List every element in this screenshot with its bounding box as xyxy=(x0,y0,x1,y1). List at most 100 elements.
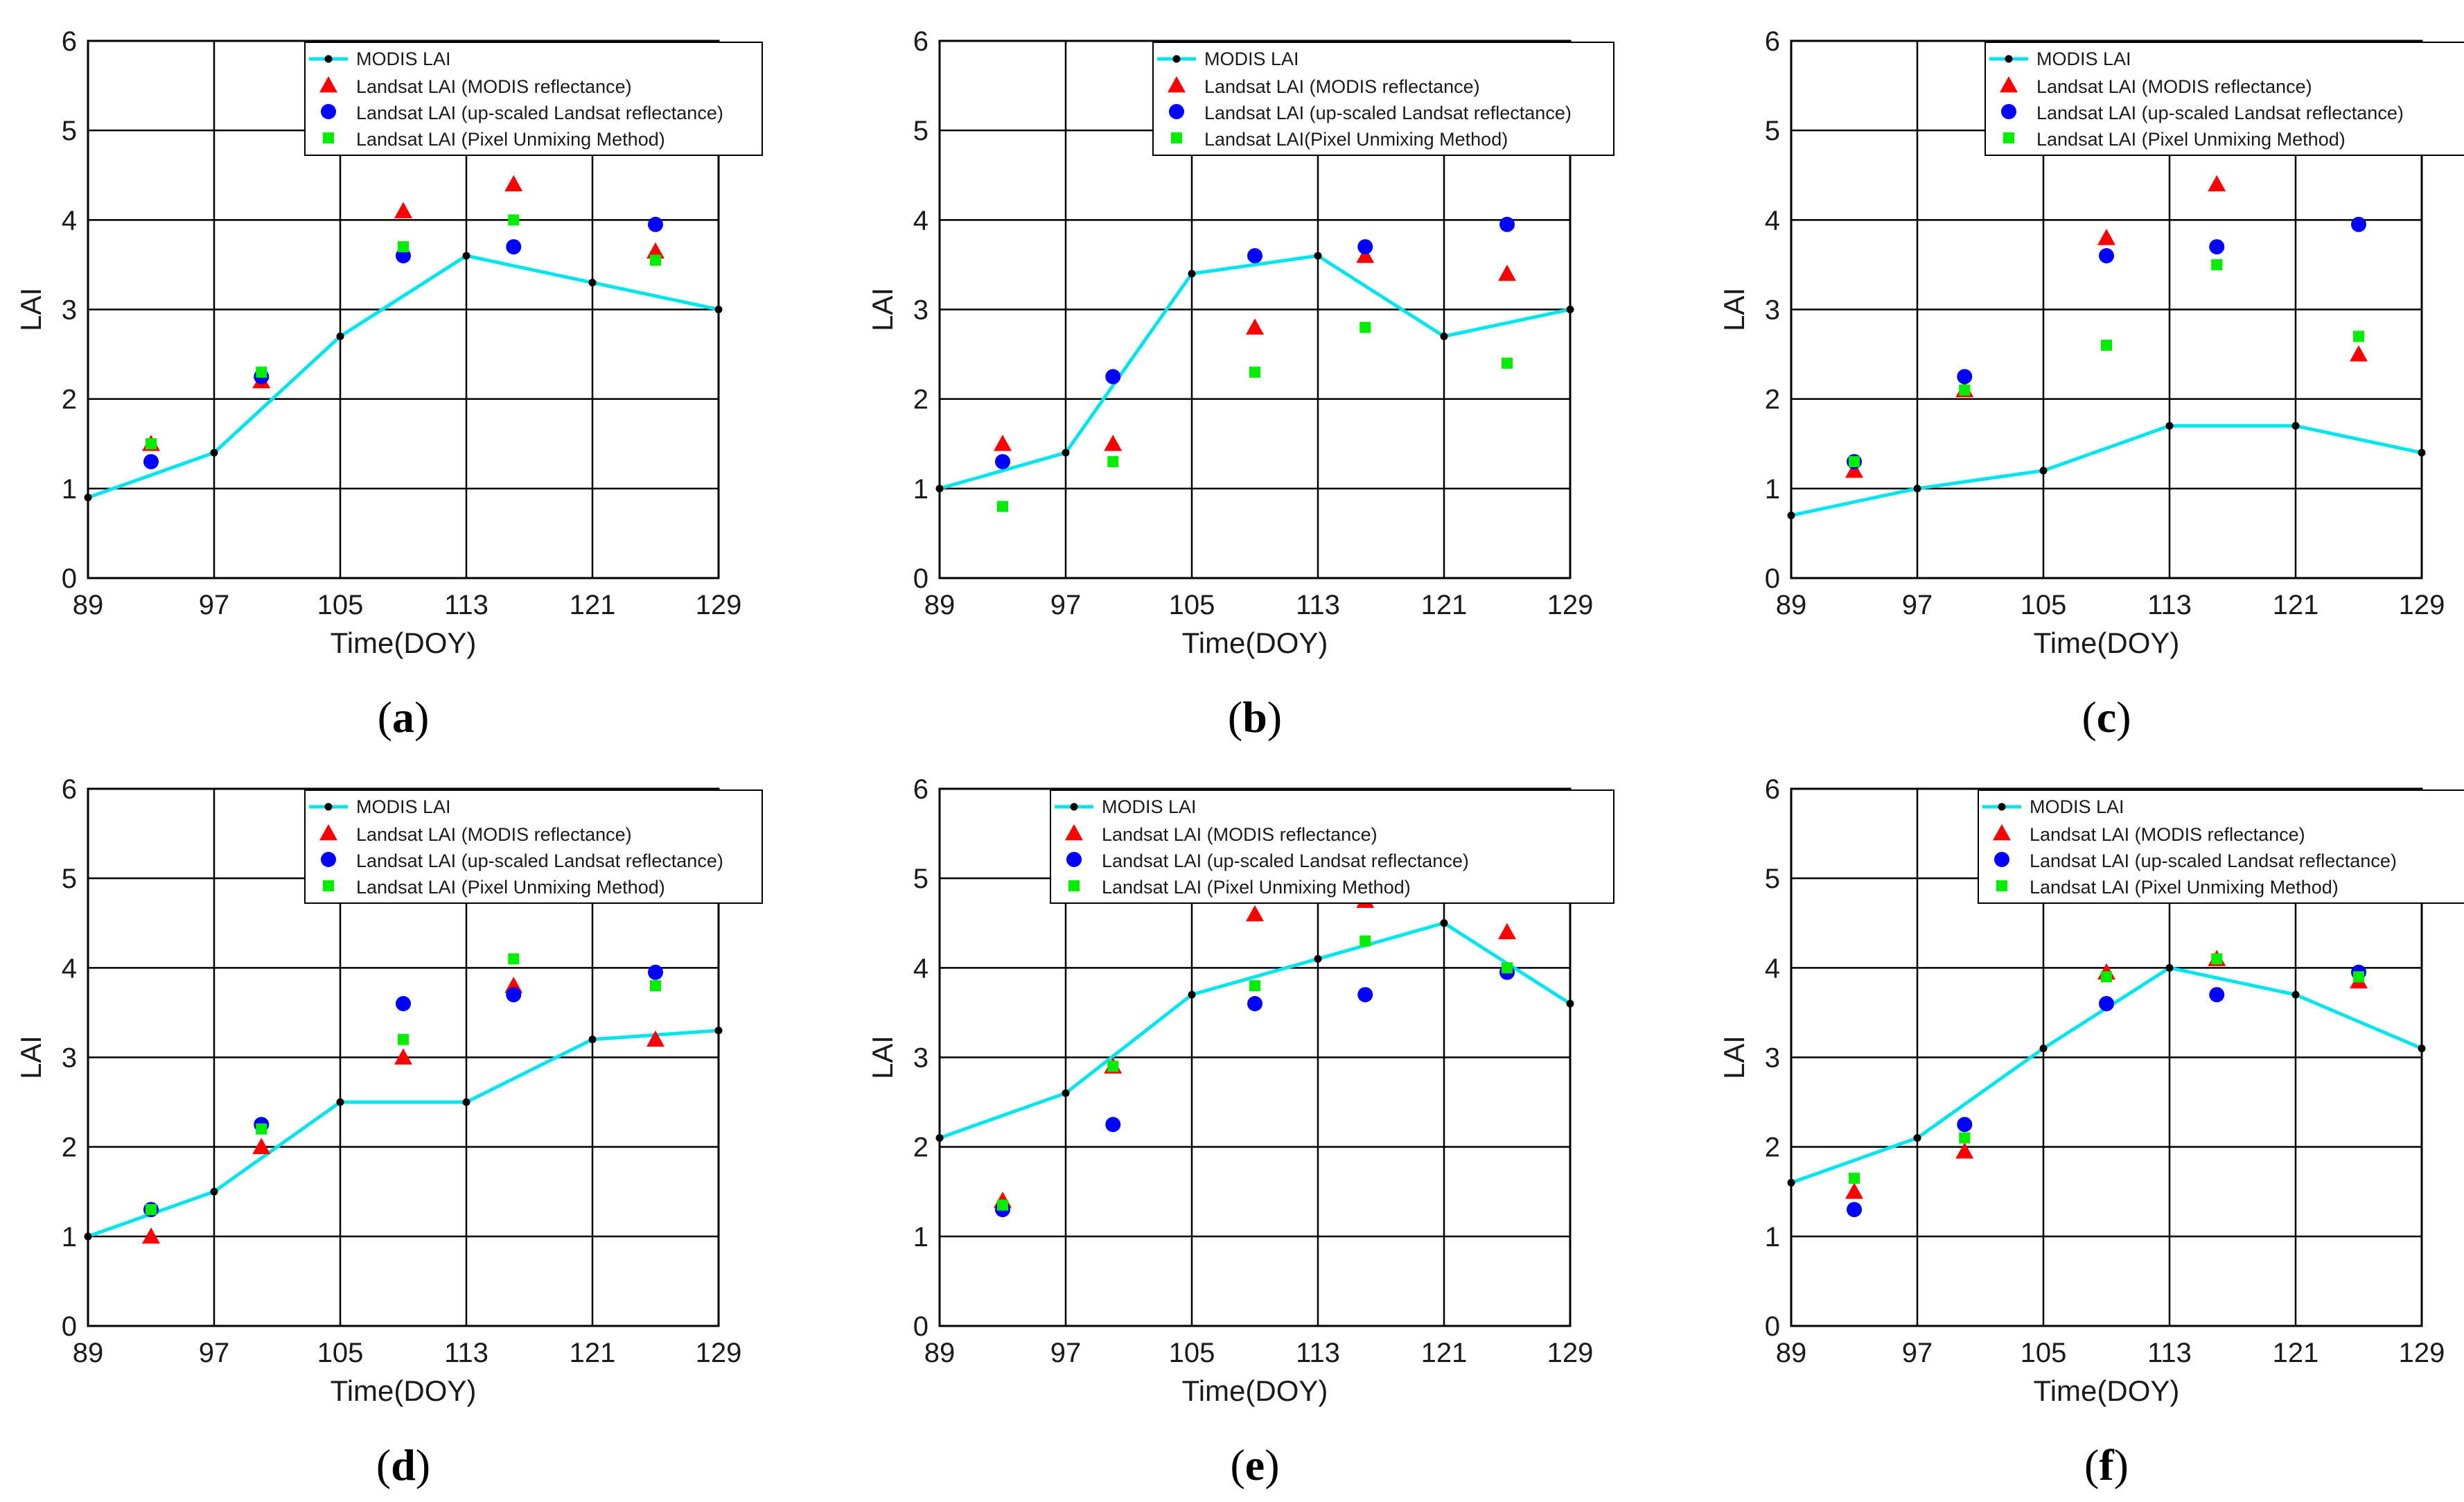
landsat-point-circle xyxy=(648,964,663,980)
legend-swatch-circle xyxy=(1066,852,1082,867)
modis-lai-point xyxy=(1566,999,1574,1008)
x-tick-label: 129 xyxy=(696,590,742,620)
modis-lai-point xyxy=(2165,963,2174,972)
modis-lai-point xyxy=(1913,1134,1921,1142)
y-tick-label: 4 xyxy=(62,953,77,984)
legend-label: Landsat LAI (up-scaled Landsat reflectan… xyxy=(2030,850,2397,871)
landsat-point-triangle xyxy=(394,202,412,218)
landsat-point-square xyxy=(1959,1132,1971,1144)
legend-label: Landsat LAI (Pixel Unmixing Method) xyxy=(1102,877,1411,898)
modis-lai-point xyxy=(2418,1045,2426,1053)
y-tick-label: 0 xyxy=(62,1311,77,1342)
landsat-point-triangle xyxy=(252,1137,271,1155)
legend-swatch-modis-point xyxy=(1172,55,1181,63)
modis-lai-point xyxy=(210,448,218,457)
legend-label: Landsat LAI (Pixel Unmixing Method) xyxy=(356,129,665,150)
landsat-point-triangle xyxy=(394,1048,412,1065)
legend-label: Landsat LAI (Pixel Unmixing Method) xyxy=(356,877,665,898)
legend-label: MODIS LAI xyxy=(356,796,451,817)
chart-panel-f: 89 97 105 113 121 129 0 1 2 3 4 5 6 Time(DOY) LAI (f) MO… xyxy=(1718,774,2464,1490)
modis-lai-point xyxy=(935,1134,944,1142)
modis-lai-point xyxy=(714,1027,723,1035)
landsat-point-square xyxy=(1359,935,1371,947)
x-tick-label: 129 xyxy=(1547,1338,1594,1368)
y-tick-label: 2 xyxy=(913,1133,929,1163)
legend-swatch-triangle xyxy=(2000,76,2018,93)
x-tick-label: 121 xyxy=(570,1338,616,1368)
modis-lai-point xyxy=(2418,448,2426,457)
x-tick-label: 121 xyxy=(1421,590,1468,620)
landsat-point-circle xyxy=(1357,239,1373,255)
x-tick-label: 89 xyxy=(73,1338,104,1368)
x-tick-label: 113 xyxy=(444,590,489,620)
modis-lai-point xyxy=(84,494,92,502)
y-axis-label: LAI xyxy=(1718,288,1750,331)
y-tick-label: 4 xyxy=(1765,953,1780,984)
landsat-point-square xyxy=(2353,971,2364,983)
modis-lai-point xyxy=(462,1098,470,1106)
legend-label: Landsat LAI (MODIS reflectance) xyxy=(2030,824,2305,845)
x-tick-label: 97 xyxy=(1902,590,1933,620)
y-tick-label: 3 xyxy=(62,295,77,326)
landsat-point-square xyxy=(398,241,409,253)
modis-lai-point xyxy=(2039,466,2048,475)
y-tick-label: 2 xyxy=(1765,1133,1780,1163)
modis-lai-point xyxy=(588,279,597,287)
y-tick-label: 2 xyxy=(62,1133,77,1163)
y-tick-label: 1 xyxy=(913,1222,929,1252)
legend-swatch-square xyxy=(1171,132,1182,143)
modis-lai-line xyxy=(87,254,719,500)
legend-swatch-triangle xyxy=(319,824,337,841)
x-tick-label: 105 xyxy=(1169,1338,1215,1368)
x-axis-label: Time(DOY) xyxy=(1182,1374,1328,1407)
y-tick-label: 1 xyxy=(913,474,929,505)
legend-label: MODIS LAI xyxy=(1204,49,1299,69)
landsat-point-circle xyxy=(648,216,663,232)
y-tick-label: 0 xyxy=(1765,1311,1780,1342)
modis-lai-point xyxy=(1062,1089,1070,1097)
y-tick-label: 0 xyxy=(913,1311,929,1342)
modis-lai-point xyxy=(210,1187,218,1196)
x-axis-label: Time(DOY) xyxy=(1182,627,1328,659)
modis-lai-point xyxy=(1188,990,1196,999)
y-tick-label: 5 xyxy=(1765,116,1780,146)
x-tick-label: 129 xyxy=(2399,590,2445,620)
y-tick-label: 6 xyxy=(1765,774,1780,805)
x-tick-label: 129 xyxy=(1547,590,1594,620)
landsat-point-square xyxy=(1249,980,1260,992)
y-tick-label: 3 xyxy=(1765,1043,1780,1074)
y-tick-label: 4 xyxy=(913,953,929,984)
y-tick-label: 6 xyxy=(1765,26,1780,57)
modis-lai-point xyxy=(714,306,723,313)
landsat-point-square xyxy=(650,254,661,266)
landsat-point-triangle xyxy=(1356,247,1375,263)
landsat-point-circle xyxy=(1957,1117,1973,1133)
y-tick-label: 4 xyxy=(62,205,77,236)
landsat-point-square xyxy=(2353,331,2364,342)
landsat-point-circle xyxy=(1247,996,1262,1011)
landsat-point-square xyxy=(2211,953,2223,965)
y-tick-label: 0 xyxy=(913,564,929,594)
y-tick-label: 1 xyxy=(1765,1222,1780,1252)
landsat-point-circle xyxy=(2099,248,2114,263)
x-axis-label: Time(DOY) xyxy=(331,1374,477,1407)
legend-label: Landsat LAI (MODIS reflectance) xyxy=(1204,76,1480,97)
modis-lai-point xyxy=(1188,270,1196,278)
y-tick-label: 5 xyxy=(913,116,929,146)
landsat-point-square xyxy=(1249,366,1260,378)
x-axis-label: Time(DOY) xyxy=(2034,1374,2180,1407)
legend-label: Landsat LAI (MODIS reflectance) xyxy=(356,76,632,97)
legend-label: Landsat LAI (up-scaled Landsat reflectan… xyxy=(356,103,723,123)
y-tick-label: 2 xyxy=(913,385,929,415)
y-tick-label: 5 xyxy=(913,864,929,894)
y-tick-label: 6 xyxy=(62,774,77,805)
legend-swatch-modis-point xyxy=(1998,803,2006,811)
modis-lai-point xyxy=(1566,306,1574,313)
y-tick-label: 6 xyxy=(62,26,77,57)
landsat-point-square xyxy=(1359,322,1371,333)
landsat-point-triangle xyxy=(2208,175,2226,192)
landsat-point-triangle xyxy=(994,435,1012,451)
chart-panel-a: 89 97 105 113 121 129 0 1 2 3 4 5 6 Time(DOY) LAI (a) MO… xyxy=(15,26,763,742)
landsat-point-square xyxy=(146,438,157,450)
